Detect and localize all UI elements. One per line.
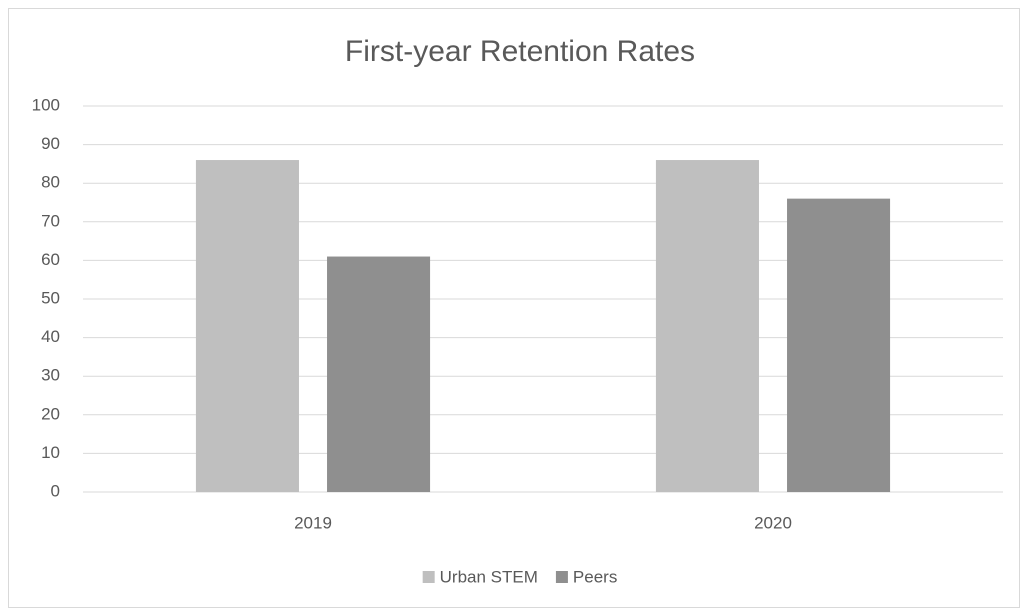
y-tick-label: 50 [41, 288, 60, 307]
y-tick-label: 40 [41, 327, 60, 346]
bar [787, 198, 891, 492]
x-tick-label: 2019 [294, 513, 332, 532]
y-tick-label: 30 [41, 366, 60, 385]
x-tick-label: 2020 [754, 513, 792, 532]
chart-title: First-year Retention Rates [345, 35, 695, 68]
y-tick-label: 10 [41, 443, 60, 462]
y-tick-label: 20 [41, 404, 60, 423]
bar [655, 160, 759, 493]
legend-swatch [422, 571, 435, 583]
legend-label: Peers [573, 567, 617, 586]
y-tick-label: 100 [32, 95, 60, 114]
bar [195, 160, 299, 493]
y-tick-label: 0 [51, 481, 60, 500]
y-tick-label: 90 [41, 134, 60, 153]
legend-swatch [555, 571, 568, 583]
bar [327, 256, 431, 492]
y-tick-label: 60 [41, 250, 60, 269]
y-tick-label: 70 [41, 211, 60, 230]
y-tick-label: 80 [41, 173, 60, 192]
legend-label: Urban STEM [440, 567, 538, 586]
